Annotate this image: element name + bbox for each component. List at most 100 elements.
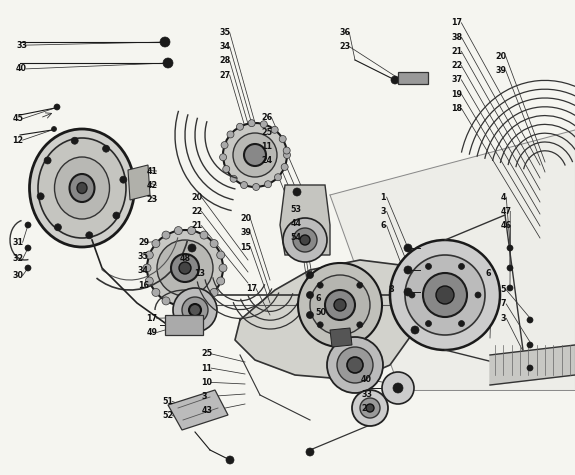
FancyBboxPatch shape xyxy=(398,72,428,84)
Circle shape xyxy=(210,288,218,296)
Circle shape xyxy=(226,456,234,464)
Circle shape xyxy=(244,144,266,166)
Text: 47: 47 xyxy=(500,207,511,216)
Polygon shape xyxy=(235,260,420,380)
Text: 2: 2 xyxy=(361,404,367,413)
Circle shape xyxy=(86,232,93,239)
Circle shape xyxy=(264,180,271,188)
Text: 29: 29 xyxy=(138,238,149,247)
Circle shape xyxy=(221,142,228,149)
Circle shape xyxy=(248,120,255,127)
Text: 28: 28 xyxy=(220,57,231,65)
Text: 17: 17 xyxy=(451,19,462,27)
Circle shape xyxy=(219,264,227,272)
Circle shape xyxy=(352,390,388,426)
Text: 37: 37 xyxy=(451,76,462,84)
Circle shape xyxy=(182,297,208,323)
Circle shape xyxy=(306,272,313,278)
Ellipse shape xyxy=(38,138,126,238)
Text: 3: 3 xyxy=(381,207,386,216)
Text: 15: 15 xyxy=(240,243,251,251)
Text: 35: 35 xyxy=(220,28,231,37)
Text: 49: 49 xyxy=(147,328,158,337)
Circle shape xyxy=(145,251,154,259)
Text: 38: 38 xyxy=(451,33,462,41)
Circle shape xyxy=(527,365,533,371)
Circle shape xyxy=(71,137,78,144)
Text: 50: 50 xyxy=(315,308,326,317)
Circle shape xyxy=(404,244,412,252)
Circle shape xyxy=(423,273,467,317)
Polygon shape xyxy=(330,130,575,390)
Text: 17: 17 xyxy=(246,285,257,293)
Text: 7: 7 xyxy=(500,300,506,308)
Circle shape xyxy=(217,277,225,285)
Circle shape xyxy=(187,302,196,309)
Text: 36: 36 xyxy=(339,28,350,37)
Circle shape xyxy=(436,286,454,304)
Circle shape xyxy=(298,263,382,347)
Circle shape xyxy=(283,147,290,154)
Circle shape xyxy=(160,37,170,47)
Circle shape xyxy=(507,265,513,271)
Text: 6: 6 xyxy=(315,294,321,303)
Circle shape xyxy=(404,266,412,274)
Circle shape xyxy=(458,321,465,327)
FancyBboxPatch shape xyxy=(165,315,203,335)
Text: 33: 33 xyxy=(16,41,27,49)
Circle shape xyxy=(162,231,170,239)
Circle shape xyxy=(279,135,286,142)
Circle shape xyxy=(233,133,277,177)
Circle shape xyxy=(260,121,267,128)
Circle shape xyxy=(252,183,260,190)
Circle shape xyxy=(173,288,217,332)
Text: 25: 25 xyxy=(201,350,212,358)
Circle shape xyxy=(405,255,485,335)
Polygon shape xyxy=(490,345,575,385)
Circle shape xyxy=(527,342,533,348)
Text: 16: 16 xyxy=(138,281,149,289)
Ellipse shape xyxy=(70,174,94,202)
Circle shape xyxy=(360,398,380,418)
Text: 30: 30 xyxy=(13,271,24,280)
Circle shape xyxy=(52,126,56,132)
Text: 8: 8 xyxy=(388,285,394,294)
Text: 34: 34 xyxy=(138,266,149,275)
Text: 42: 42 xyxy=(147,181,158,190)
Circle shape xyxy=(300,235,310,245)
Text: 25: 25 xyxy=(262,128,273,136)
Circle shape xyxy=(223,123,287,187)
Text: 19: 19 xyxy=(451,90,462,98)
Circle shape xyxy=(475,292,481,298)
Text: 27: 27 xyxy=(220,71,231,79)
Polygon shape xyxy=(168,390,228,430)
Text: 6: 6 xyxy=(381,221,386,230)
Circle shape xyxy=(458,264,465,269)
Text: 3: 3 xyxy=(500,314,506,323)
Circle shape xyxy=(152,288,160,296)
Text: 40: 40 xyxy=(361,376,372,384)
Circle shape xyxy=(147,230,223,306)
Circle shape xyxy=(120,176,127,183)
Text: 35: 35 xyxy=(138,252,149,261)
Circle shape xyxy=(317,322,323,328)
Text: 1: 1 xyxy=(381,193,386,201)
Text: 46: 46 xyxy=(500,221,511,230)
Polygon shape xyxy=(128,165,150,200)
Circle shape xyxy=(317,282,323,288)
Circle shape xyxy=(409,292,415,298)
Circle shape xyxy=(230,175,237,182)
Circle shape xyxy=(179,262,191,274)
Text: 39: 39 xyxy=(496,66,507,75)
Circle shape xyxy=(274,174,282,180)
Circle shape xyxy=(236,123,243,130)
Text: 10: 10 xyxy=(201,378,212,387)
Text: 24: 24 xyxy=(262,156,273,165)
Text: 4: 4 xyxy=(500,193,506,201)
Circle shape xyxy=(325,290,355,320)
Circle shape xyxy=(390,240,500,350)
Polygon shape xyxy=(280,185,330,255)
Text: 22: 22 xyxy=(451,61,463,70)
Circle shape xyxy=(174,302,182,309)
Circle shape xyxy=(152,239,160,247)
